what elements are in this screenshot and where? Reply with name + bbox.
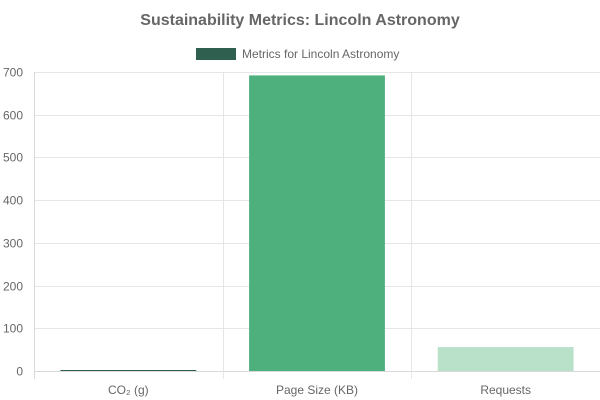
y-tick-label: 300 [3, 237, 23, 251]
x-tick-label: CO₂ (g) [108, 383, 149, 397]
tick-labels: 0 100 200 300 400 500 600 700 CO₂ (g) Page Size (… [3, 66, 531, 398]
y-tick-label: 500 [3, 151, 23, 165]
y-tick-label: 0 [16, 365, 23, 379]
bars [60, 75, 574, 371]
bar[interactable] [249, 75, 385, 371]
bar[interactable] [60, 370, 197, 371]
bar[interactable] [437, 347, 574, 371]
chart-title: Sustainability Metrics: Lincoln Astronom… [140, 12, 460, 29]
legend-swatch [196, 48, 236, 60]
x-tick-label: Requests [480, 383, 531, 397]
x-tick-label: Page Size (KB) [276, 383, 358, 397]
legend[interactable]: Metrics for Lincoln Astronomy [196, 47, 399, 61]
y-tick-label: 600 [3, 109, 23, 123]
y-tick-label: 200 [3, 280, 23, 294]
legend-label: Metrics for Lincoln Astronomy [242, 47, 399, 61]
y-tick-label: 400 [3, 194, 23, 208]
y-tick-label: 700 [3, 66, 23, 80]
y-tick-label: 100 [3, 322, 23, 336]
